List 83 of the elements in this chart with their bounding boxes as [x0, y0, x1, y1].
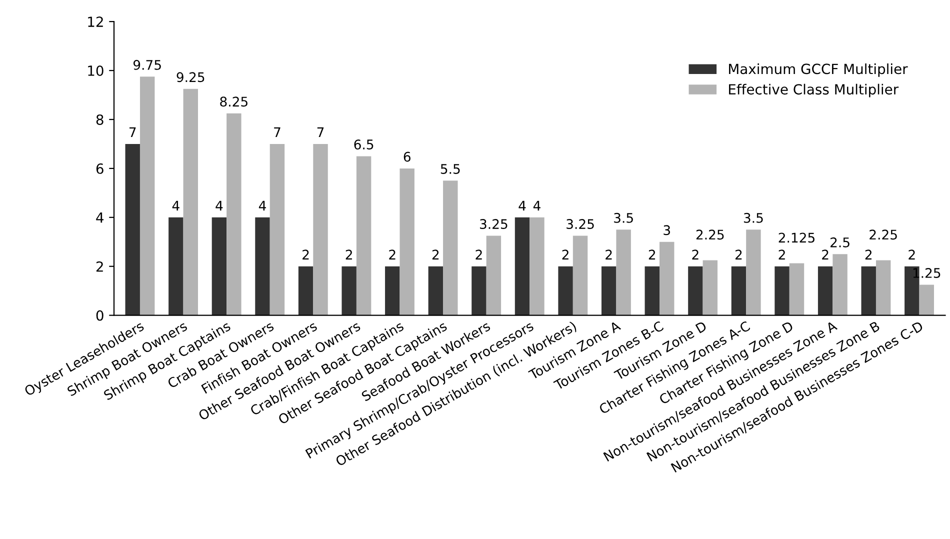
bar: [558, 266, 573, 316]
data-label: 2: [736, 250, 742, 260]
y-tick-label: 4: [96, 212, 104, 223]
data-label: 2: [389, 250, 396, 260]
bar: [688, 266, 703, 316]
y-tick-label: 6: [96, 163, 104, 174]
bar: [774, 266, 790, 316]
data-label: 2.25: [870, 230, 897, 240]
data-label: 8.25: [220, 96, 248, 107]
bar: [385, 266, 400, 316]
bar: [486, 236, 502, 316]
bar: [400, 168, 414, 316]
data-label: 6: [404, 152, 410, 162]
data-label: 9.25: [176, 72, 204, 82]
bar: [514, 217, 530, 316]
data-label: 2: [908, 250, 915, 260]
data-label: 4: [258, 200, 266, 210]
y-tick-label: 2: [96, 261, 103, 272]
bar: [530, 217, 544, 316]
bar: [660, 242, 674, 316]
bar: [428, 266, 444, 316]
bar: [601, 266, 616, 316]
data-label: 3.5: [614, 212, 633, 223]
bar: [702, 260, 718, 316]
bar: [140, 76, 155, 316]
data-label: 9.75: [133, 60, 161, 70]
bar: [298, 266, 314, 316]
bar: [342, 266, 356, 316]
bar: [572, 236, 588, 316]
data-label: 4: [216, 200, 223, 210]
bar: [876, 260, 891, 316]
data-label: 3.25: [566, 219, 594, 230]
bar: [746, 230, 761, 316]
bar: [356, 156, 372, 316]
bar: [313, 144, 328, 316]
bar: [226, 113, 242, 316]
data-label: 7: [317, 127, 324, 138]
bar: [832, 254, 848, 316]
bar: [818, 266, 833, 316]
legend-label: Effective Class Multiplier: [729, 84, 899, 98]
bar: [443, 180, 458, 316]
bar: [125, 144, 140, 316]
bar: [472, 266, 486, 316]
data-label: 2.125: [778, 232, 814, 243]
data-label: 2.25: [696, 230, 724, 240]
y-tick-label: 8: [96, 114, 104, 125]
data-label: 2: [476, 250, 482, 260]
data-label: 2: [692, 250, 698, 260]
data-label: 2: [432, 250, 439, 260]
y-tick-label: 10: [88, 65, 104, 76]
bar: [861, 266, 876, 316]
y-tick-label: 12: [88, 16, 103, 27]
bar: [731, 266, 746, 316]
data-label: 3: [664, 225, 670, 236]
data-label: 2.5: [830, 237, 850, 248]
bar: [919, 284, 934, 316]
data-label: 2: [302, 250, 309, 260]
bar: [270, 144, 285, 316]
data-label: 6.5: [354, 139, 374, 150]
data-label: 2: [562, 250, 568, 260]
data-label: 4: [533, 200, 540, 210]
bar: [644, 266, 660, 316]
data-label: 2: [648, 250, 656, 260]
y-tick-label: 0: [96, 310, 104, 321]
data-label: 2: [822, 250, 828, 260]
bar: [255, 217, 270, 316]
data-label: 4: [518, 200, 526, 210]
data-label: 2: [606, 250, 612, 260]
data-label: 5.5: [440, 164, 460, 174]
data-label: 4: [172, 200, 180, 210]
data-label: 2: [346, 250, 352, 260]
bar: [168, 217, 184, 316]
data-label: 7: [274, 127, 280, 138]
data-label: 2: [778, 250, 785, 260]
data-label: 7: [130, 127, 136, 138]
data-label: 3.5: [744, 212, 763, 223]
data-label: 2: [865, 250, 872, 260]
bar: [789, 263, 804, 316]
legend-label: Maximum GCCF Multiplier: [729, 63, 908, 77]
bar: [616, 230, 631, 316]
bar: [183, 88, 198, 316]
data-label: 3.25: [480, 219, 508, 230]
bar: [212, 217, 227, 316]
